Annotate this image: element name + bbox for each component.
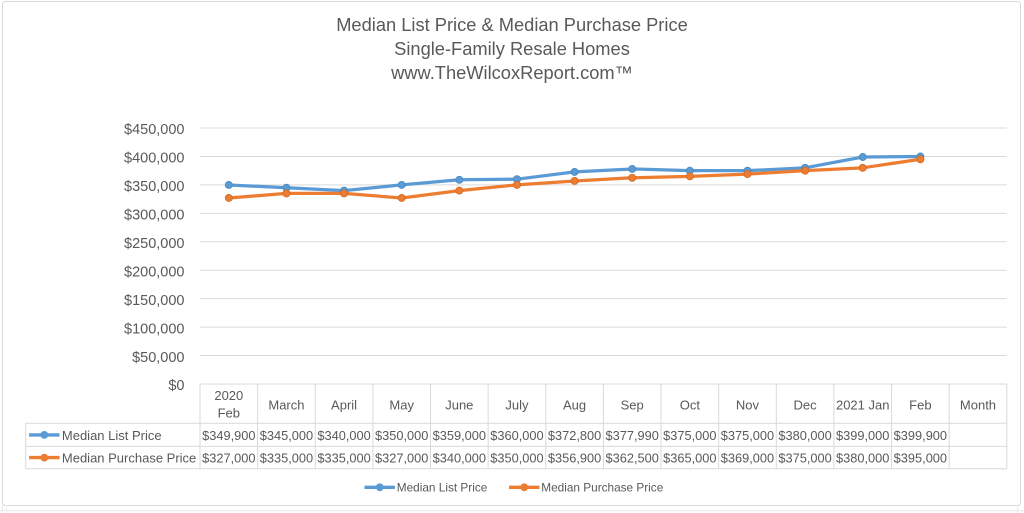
- svg-text:$200,000: $200,000: [124, 264, 184, 280]
- svg-text:April: April: [331, 398, 357, 413]
- svg-text:$375,000: $375,000: [663, 428, 716, 443]
- svg-text:$377,990: $377,990: [606, 428, 659, 443]
- svg-text:$0: $0: [168, 378, 184, 394]
- svg-text:$360,000: $360,000: [490, 428, 543, 443]
- svg-text:Feb: Feb: [218, 405, 240, 420]
- svg-text:Median List Price: Median List Price: [397, 481, 488, 495]
- svg-text:Oct: Oct: [680, 398, 701, 413]
- svg-text:$375,000: $375,000: [721, 428, 774, 443]
- svg-text:May: May: [389, 398, 414, 413]
- svg-text:Median List Price & Median Pur: Median List Price & Median Purchase Pric…: [336, 14, 688, 35]
- svg-text:June: June: [445, 398, 473, 413]
- svg-text:Median List Price: Median List Price: [62, 428, 162, 443]
- svg-text:$350,000: $350,000: [490, 451, 543, 466]
- svg-text:July: July: [505, 398, 529, 413]
- svg-text:$100,000: $100,000: [124, 321, 184, 337]
- svg-text:Sep: Sep: [621, 398, 644, 413]
- svg-text:$327,000: $327,000: [202, 451, 255, 466]
- svg-text:Median Purchase Price: Median Purchase Price: [541, 481, 663, 495]
- svg-text:Median Purchase Price: Median Purchase Price: [62, 451, 196, 466]
- svg-text:$399,900: $399,900: [894, 428, 947, 443]
- svg-text:$250,000: $250,000: [124, 236, 184, 252]
- svg-text:Nov: Nov: [736, 398, 760, 413]
- svg-text:2021 Jan: 2021 Jan: [836, 398, 890, 413]
- svg-text:Month: Month: [960, 398, 996, 413]
- svg-text:Aug: Aug: [563, 398, 586, 413]
- svg-text:$380,000: $380,000: [778, 428, 831, 443]
- svg-text:$335,000: $335,000: [317, 451, 370, 466]
- svg-text:$300,000: $300,000: [124, 208, 184, 224]
- svg-text:$345,000: $345,000: [260, 428, 313, 443]
- svg-text:$327,000: $327,000: [375, 451, 428, 466]
- svg-text:$450,000: $450,000: [124, 122, 184, 138]
- svg-text:$335,000: $335,000: [260, 451, 313, 466]
- svg-text:$340,000: $340,000: [433, 451, 486, 466]
- svg-text:$350,000: $350,000: [124, 179, 184, 195]
- svg-text:$349,900: $349,900: [202, 428, 255, 443]
- svg-text:$380,000: $380,000: [836, 451, 889, 466]
- svg-text:Dec: Dec: [794, 398, 818, 413]
- svg-text:Single-Family Resale Homes: Single-Family Resale Homes: [394, 38, 630, 59]
- svg-text:$359,000: $359,000: [433, 428, 486, 443]
- svg-text:$372,800: $372,800: [548, 428, 601, 443]
- svg-text:www.TheWilcoxReport.com™: www.TheWilcoxReport.com™: [390, 62, 633, 83]
- svg-text:$362,500: $362,500: [606, 451, 659, 466]
- svg-text:$375,000: $375,000: [778, 451, 831, 466]
- svg-text:$400,000: $400,000: [124, 151, 184, 167]
- svg-text:$395,000: $395,000: [894, 451, 947, 466]
- svg-text:2020: 2020: [214, 388, 243, 403]
- svg-text:$365,000: $365,000: [663, 451, 716, 466]
- svg-text:$350,000: $350,000: [375, 428, 428, 443]
- svg-text:$150,000: $150,000: [124, 293, 184, 309]
- svg-text:$369,000: $369,000: [721, 451, 774, 466]
- svg-text:$50,000: $50,000: [132, 350, 184, 366]
- svg-text:$399,000: $399,000: [836, 428, 889, 443]
- svg-text:$356,900: $356,900: [548, 451, 601, 466]
- svg-text:Feb: Feb: [909, 398, 931, 413]
- svg-text:$340,000: $340,000: [317, 428, 370, 443]
- svg-text:March: March: [268, 398, 304, 413]
